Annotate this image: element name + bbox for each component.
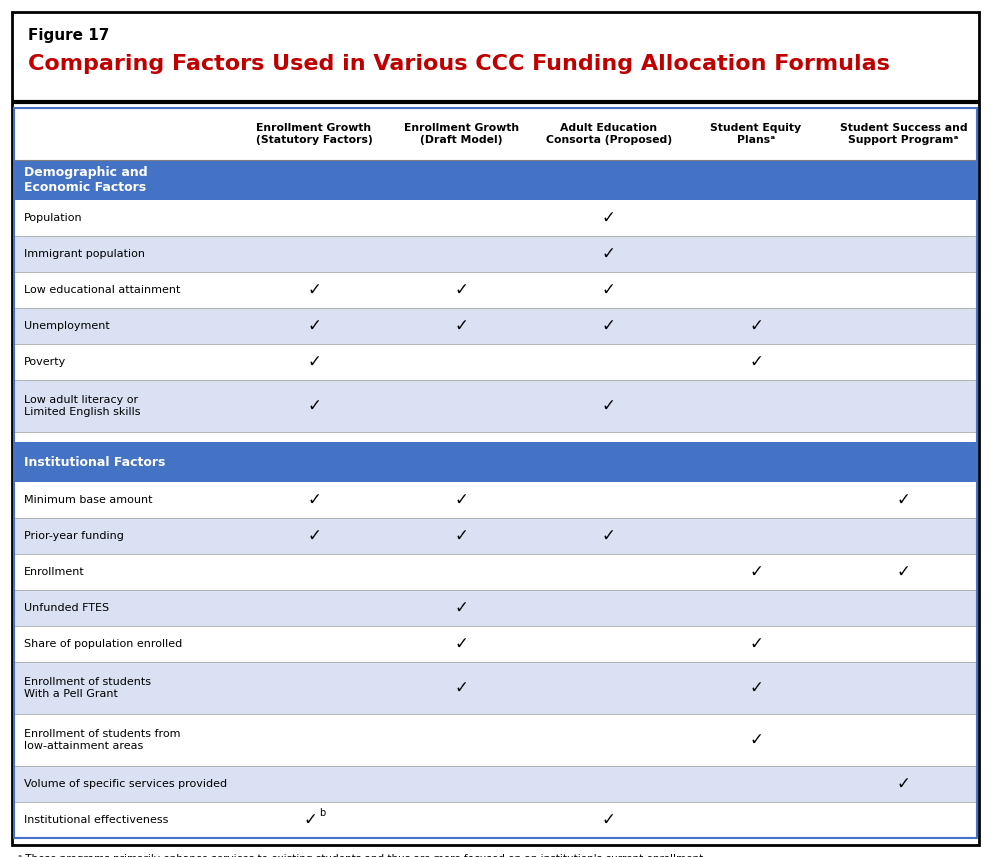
Text: Enrollment of students
With a Pell Grant: Enrollment of students With a Pell Grant xyxy=(24,677,151,698)
Text: ✓: ✓ xyxy=(749,317,763,335)
Text: ✓: ✓ xyxy=(602,527,615,545)
Text: ✓: ✓ xyxy=(602,811,615,829)
Text: Enrollment of students from
low-attainment areas: Enrollment of students from low-attainme… xyxy=(24,729,180,751)
Bar xyxy=(14,308,977,344)
Text: ✓: ✓ xyxy=(897,563,911,581)
Text: Minimum base amount: Minimum base amount xyxy=(24,495,153,505)
Text: ✓: ✓ xyxy=(307,317,321,335)
Bar xyxy=(14,160,977,200)
Text: Volume of specific services provided: Volume of specific services provided xyxy=(24,779,227,789)
Text: ✓: ✓ xyxy=(455,317,469,335)
Text: Enrollment: Enrollment xyxy=(24,567,85,577)
Text: Unfunded FTES: Unfunded FTES xyxy=(24,603,109,613)
Text: Prior-year funding: Prior-year funding xyxy=(24,531,124,541)
Text: ✓: ✓ xyxy=(303,811,317,829)
Text: ✓: ✓ xyxy=(455,679,469,697)
Text: ✓: ✓ xyxy=(602,245,615,263)
Text: ✓: ✓ xyxy=(897,491,911,509)
Bar xyxy=(14,714,977,766)
Text: ✓: ✓ xyxy=(455,635,469,653)
Text: ✓: ✓ xyxy=(307,527,321,545)
Text: ᵃ These programs primarily enhance services to existing students and thus are mo: ᵃ These programs primarily enhance servi… xyxy=(18,854,707,857)
Text: Demographic and
Economic Factors: Demographic and Economic Factors xyxy=(24,166,148,194)
Bar xyxy=(14,626,977,662)
Text: ✓: ✓ xyxy=(749,563,763,581)
Bar xyxy=(14,518,977,554)
Bar xyxy=(14,590,977,626)
Bar xyxy=(14,662,977,714)
Bar xyxy=(14,554,977,590)
Bar xyxy=(14,108,977,160)
Text: Share of population enrolled: Share of population enrolled xyxy=(24,639,182,649)
Bar xyxy=(14,442,977,482)
Text: Unemployment: Unemployment xyxy=(24,321,110,331)
Text: ✓: ✓ xyxy=(749,731,763,749)
Text: Poverty: Poverty xyxy=(24,357,66,367)
Text: Figure 17: Figure 17 xyxy=(28,28,109,43)
Bar xyxy=(14,272,977,308)
Text: Low educational attainment: Low educational attainment xyxy=(24,285,180,295)
Text: Low adult literacy or
Limited English skills: Low adult literacy or Limited English sk… xyxy=(24,395,141,417)
Text: Institutional Factors: Institutional Factors xyxy=(24,456,165,469)
Text: ✓: ✓ xyxy=(749,679,763,697)
Bar xyxy=(14,432,977,442)
Bar xyxy=(14,802,977,838)
Text: Student Equity
Plansᵃ: Student Equity Plansᵃ xyxy=(711,123,802,145)
Text: ✓: ✓ xyxy=(749,353,763,371)
Text: ✓: ✓ xyxy=(307,491,321,509)
Text: ✓: ✓ xyxy=(602,317,615,335)
Bar xyxy=(14,380,977,432)
Text: ✓: ✓ xyxy=(602,209,615,227)
Bar xyxy=(14,236,977,272)
Text: Adult Education
Consorta (Proposed): Adult Education Consorta (Proposed) xyxy=(546,123,672,145)
Bar xyxy=(14,344,977,380)
Text: ✓: ✓ xyxy=(897,775,911,793)
Text: ✓: ✓ xyxy=(307,353,321,371)
Text: ✓: ✓ xyxy=(455,281,469,299)
Text: ✓: ✓ xyxy=(307,397,321,415)
Text: ✓: ✓ xyxy=(307,281,321,299)
Text: ✓: ✓ xyxy=(602,397,615,415)
Bar xyxy=(14,482,977,518)
Text: b: b xyxy=(319,808,325,818)
Text: Comparing Factors Used in Various CCC Funding Allocation Formulas: Comparing Factors Used in Various CCC Fu… xyxy=(28,54,890,74)
Text: Population: Population xyxy=(24,213,82,223)
Text: ✓: ✓ xyxy=(749,635,763,653)
Text: ✓: ✓ xyxy=(455,599,469,617)
Text: ✓: ✓ xyxy=(455,527,469,545)
Text: Enrollment Growth
(Statutory Factors): Enrollment Growth (Statutory Factors) xyxy=(256,123,373,145)
Bar xyxy=(14,766,977,802)
Bar xyxy=(14,200,977,236)
Text: ✓: ✓ xyxy=(455,491,469,509)
Text: Immigrant population: Immigrant population xyxy=(24,249,145,259)
Text: Institutional effectiveness: Institutional effectiveness xyxy=(24,815,168,825)
Text: Student Success and
Support Programᵃ: Student Success and Support Programᵃ xyxy=(839,123,967,145)
Text: Enrollment Growth
(Draft Model): Enrollment Growth (Draft Model) xyxy=(403,123,519,145)
Text: ✓: ✓ xyxy=(602,281,615,299)
